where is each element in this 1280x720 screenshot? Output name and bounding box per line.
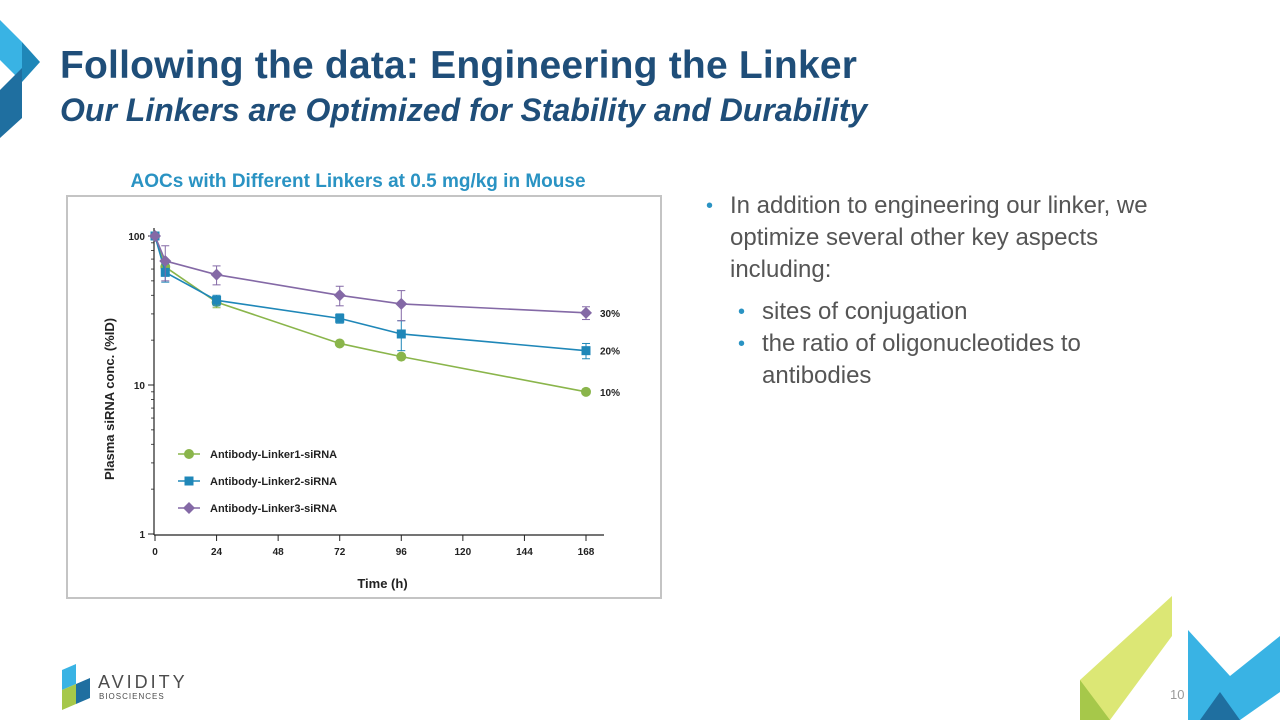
chart-frame [66,195,662,599]
series-line-linker1 [154,235,587,393]
data-point-linker3 [210,268,223,281]
legend-marker-linker2 [184,476,194,486]
x-tick-label: 168 [578,547,595,558]
bullet-list: In addition to engineering our linker, w… [706,190,1176,392]
x-axis-label: Time (h) [357,576,407,591]
end-label-linker2: 20% [600,347,620,358]
series-line-linker2 [154,235,587,352]
data-point-linker3 [395,297,408,310]
corner-decoration-top-left [0,20,40,138]
slide-title: Following the data: Engineering the Link… [60,44,858,87]
chart-title: AOCs with Different Linkers at 0.5 mg/kg… [126,169,590,195]
data-point-linker1 [334,338,345,349]
legend-label-linker1: Antibody-Linker1-siRNA [210,449,337,461]
sub-bullet-list: sites of conjugation the ratio of oligon… [706,296,1176,392]
page-number: 10 [1170,687,1185,702]
x-tick-label: 96 [396,547,408,558]
legend-label-linker3: Antibody-Linker3-siRNA [210,503,337,515]
data-point-linker2 [212,295,222,305]
x-tick-label: 120 [455,547,472,558]
avidity-logo-icon [62,664,90,710]
x-tick-label: 144 [516,547,533,558]
data-point-linker2 [581,346,591,356]
y-tick-label: 10 [134,381,146,392]
y-axis-label: Plasma siRNA conc. (%ID) [102,318,117,480]
y-tick-label: 100 [128,232,145,243]
logo-tagline: BIOSCIENCES [99,692,165,701]
logo-name: AVIDITY [98,672,188,692]
data-point-linker2 [396,329,406,339]
data-point-linker3 [149,230,161,242]
x-tick-label: 72 [334,547,346,558]
x-tick-label: 0 [152,547,158,558]
data-point-linker3 [580,306,592,319]
legend-label-linker2: Antibody-Linker2-siRNA [210,476,337,488]
end-label-linker3: 30% [600,309,620,320]
x-tick-label: 24 [211,547,223,558]
data-point-linker1 [581,386,591,397]
y-tick-label: 1 [139,530,145,541]
data-point-linker1 [396,351,407,362]
sub-bullet-ratio: the ratio of oligonucleotides to antibod… [738,328,1176,392]
data-point-linker3 [159,254,172,267]
legend-marker-linker1 [184,449,194,459]
sub-bullet-conjugation: sites of conjugation [738,296,1176,328]
corner-decoration-bottom-right [1080,596,1280,720]
end-label-linker1: 10% [600,388,620,399]
legend-marker-linker3 [183,502,195,514]
slide-subtitle: Our Linkers are Optimized for Stability … [60,92,868,128]
x-tick-label: 48 [273,547,285,558]
data-point-linker3 [333,289,346,302]
data-point-linker2 [335,313,345,323]
bullet-main: In addition to engineering our linker, w… [706,190,1176,286]
